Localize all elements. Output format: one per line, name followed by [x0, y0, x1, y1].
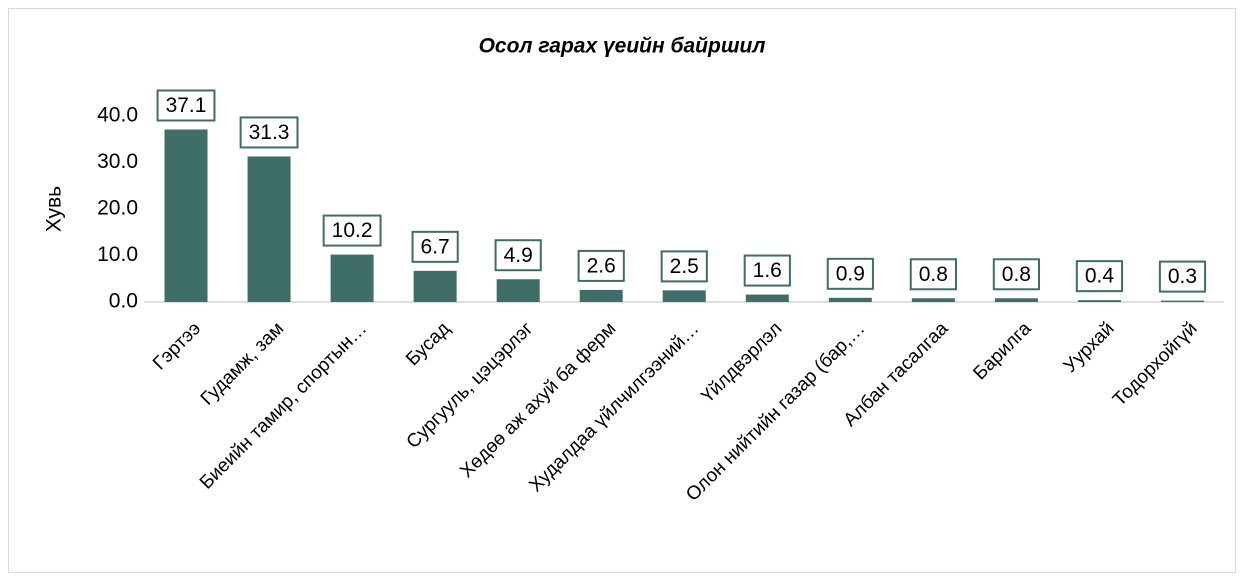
bar [911, 298, 955, 302]
data-label-box [1158, 260, 1207, 293]
data-label: 6.7 [421, 235, 450, 258]
bar [164, 129, 208, 302]
bar [413, 270, 457, 302]
data-label: 0.8 [1002, 263, 1031, 286]
data-label: 2.5 [670, 255, 699, 278]
data-label-box [322, 214, 382, 247]
bar [330, 254, 374, 302]
bar [662, 290, 706, 302]
bar [579, 289, 623, 302]
data-label-box [992, 258, 1041, 291]
bar [1077, 300, 1121, 302]
bar [828, 297, 872, 302]
bar [1160, 300, 1204, 302]
y-tick-label: 40.0 [97, 104, 138, 127]
data-label: 0.4 [1085, 265, 1115, 288]
data-label: 2.6 [587, 254, 616, 277]
data-label: 4.9 [504, 244, 533, 267]
data-label-box [411, 230, 459, 263]
data-label-box [743, 254, 791, 287]
bar [994, 298, 1038, 302]
data-label: 1.6 [753, 259, 782, 282]
y-tick-label: 10.0 [97, 243, 138, 266]
chart-title: Осол гарах үеийн байршил [479, 35, 766, 58]
bar [745, 294, 789, 302]
y-axis-label: Хувь [43, 186, 66, 232]
bar [496, 279, 540, 302]
data-label-box [494, 239, 542, 272]
bar [247, 156, 291, 302]
data-label-box [909, 258, 957, 291]
data-label: 31.3 [249, 121, 290, 144]
y-tick-label: 0.0 [109, 290, 138, 313]
y-tick-label: 20.0 [97, 197, 138, 220]
data-label-box [577, 249, 625, 282]
data-label: 10.2 [332, 219, 373, 242]
data-label: 37.1 [166, 94, 207, 117]
data-label: 0.8 [919, 263, 948, 286]
data-label-box [239, 116, 299, 149]
data-label: 0.3 [1168, 265, 1197, 288]
data-label: 0.9 [836, 262, 865, 285]
data-label-box [1075, 260, 1124, 293]
data-label-box [826, 257, 874, 290]
data-label-box [660, 250, 708, 283]
data-label-box [156, 89, 216, 122]
y-tick-label: 30.0 [97, 150, 138, 173]
